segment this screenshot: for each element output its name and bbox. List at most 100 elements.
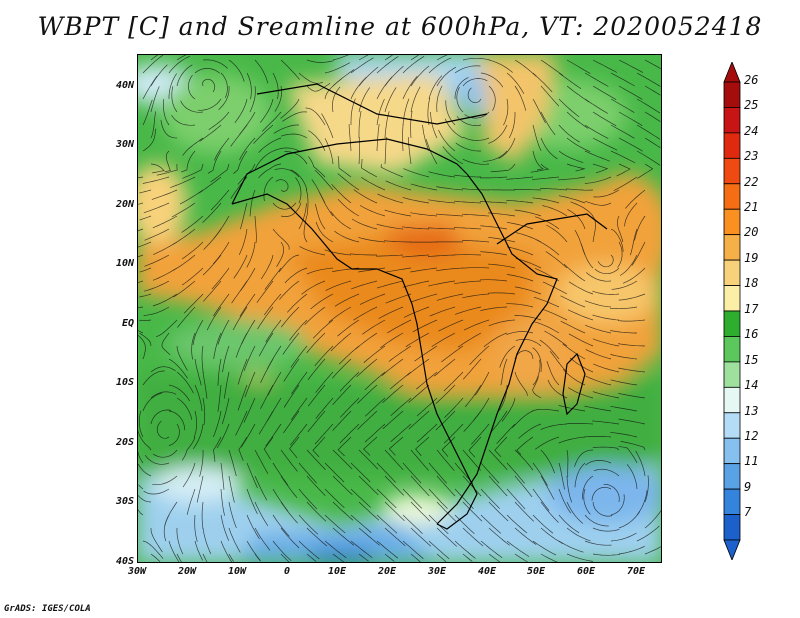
streamline	[284, 267, 308, 284]
streamline	[610, 494, 625, 516]
streamline	[350, 540, 373, 558]
streamline	[358, 54, 370, 61]
streamline	[350, 514, 372, 533]
streamline	[514, 527, 537, 545]
streamline	[585, 460, 612, 466]
streamline	[583, 436, 612, 438]
streamline	[197, 98, 222, 111]
streamline	[384, 209, 412, 217]
streamline	[176, 64, 193, 87]
streamline	[483, 332, 508, 348]
streamline	[150, 86, 160, 113]
streamline	[143, 488, 170, 495]
streamline	[246, 488, 258, 515]
streamline	[488, 292, 516, 295]
streamline	[534, 321, 560, 334]
streamline	[228, 449, 237, 477]
streamline	[228, 501, 237, 529]
streamline	[592, 137, 618, 151]
streamline	[254, 501, 269, 526]
streamline	[464, 384, 482, 408]
streamline	[244, 371, 256, 398]
streamline	[532, 462, 548, 486]
streamline	[636, 72, 661, 87]
coastline-africa-east	[436, 173, 558, 525]
streamline	[610, 405, 638, 412]
streamline	[337, 173, 360, 191]
streamline	[358, 267, 386, 273]
streamline	[381, 358, 404, 376]
lon-label-10w: 10W	[227, 566, 247, 577]
streamline	[402, 488, 423, 509]
streamline	[644, 475, 649, 503]
streamline	[410, 267, 438, 273]
streamline	[546, 224, 568, 243]
colorbar-tick-label: 13	[744, 403, 759, 418]
streamline	[464, 111, 490, 119]
coastline-arabia	[496, 213, 608, 245]
streamline	[584, 200, 612, 206]
cool-eddy-southeast	[547, 464, 662, 524]
streamline	[361, 319, 386, 335]
streamline	[488, 85, 496, 111]
streamline	[339, 423, 360, 444]
streamline	[560, 320, 586, 334]
streamline	[376, 223, 404, 230]
streamline	[461, 188, 490, 191]
streamline	[514, 501, 535, 522]
colorbar-tick-label: 9	[744, 479, 752, 494]
streamline	[142, 540, 164, 559]
lat-label-30n: 30N	[115, 139, 134, 150]
streamline	[610, 72, 635, 87]
streamline	[382, 410, 404, 430]
streamline	[332, 527, 355, 546]
streamline	[462, 358, 482, 380]
streamline	[220, 488, 225, 516]
streamline	[263, 293, 282, 316]
streamline	[454, 77, 469, 100]
streamline	[376, 76, 393, 100]
streamline	[436, 553, 447, 563]
streamline	[429, 306, 456, 317]
streamline	[592, 446, 620, 451]
streamline	[442, 146, 464, 165]
streamline	[213, 293, 230, 317]
streamline	[212, 410, 222, 437]
streamline	[280, 527, 300, 549]
streamline	[168, 358, 188, 379]
streamline	[312, 319, 334, 339]
streamline	[358, 237, 386, 243]
streamline	[534, 216, 560, 230]
streamline	[457, 332, 482, 348]
streamline	[592, 290, 620, 295]
streamline	[622, 267, 646, 284]
streamline	[145, 454, 170, 465]
streamline	[636, 98, 661, 114]
streamline	[480, 540, 503, 558]
streamline	[155, 319, 178, 338]
streamline	[331, 184, 352, 204]
streamline	[303, 215, 308, 243]
streamline	[260, 98, 274, 123]
streamline	[644, 510, 662, 529]
streamline	[480, 176, 508, 179]
streamline	[291, 371, 308, 395]
colorbar-cell	[723, 81, 741, 108]
streamline	[358, 111, 362, 138]
streamline	[239, 137, 256, 161]
streamline	[137, 202, 144, 205]
streamline	[558, 195, 586, 204]
streamline	[334, 293, 360, 307]
pale-patch-south	[382, 494, 452, 524]
streamline	[506, 176, 534, 180]
streamline	[363, 345, 386, 363]
lon-label-30e: 30E	[427, 566, 447, 577]
streamline	[350, 462, 371, 483]
colorbar-tick-label: 15	[744, 352, 759, 367]
streamline	[408, 410, 430, 430]
streamline	[427, 254, 456, 257]
lon-label-30w: 30W	[127, 566, 147, 577]
streamline	[280, 202, 302, 217]
streamline	[385, 180, 412, 191]
streamline	[137, 463, 152, 477]
